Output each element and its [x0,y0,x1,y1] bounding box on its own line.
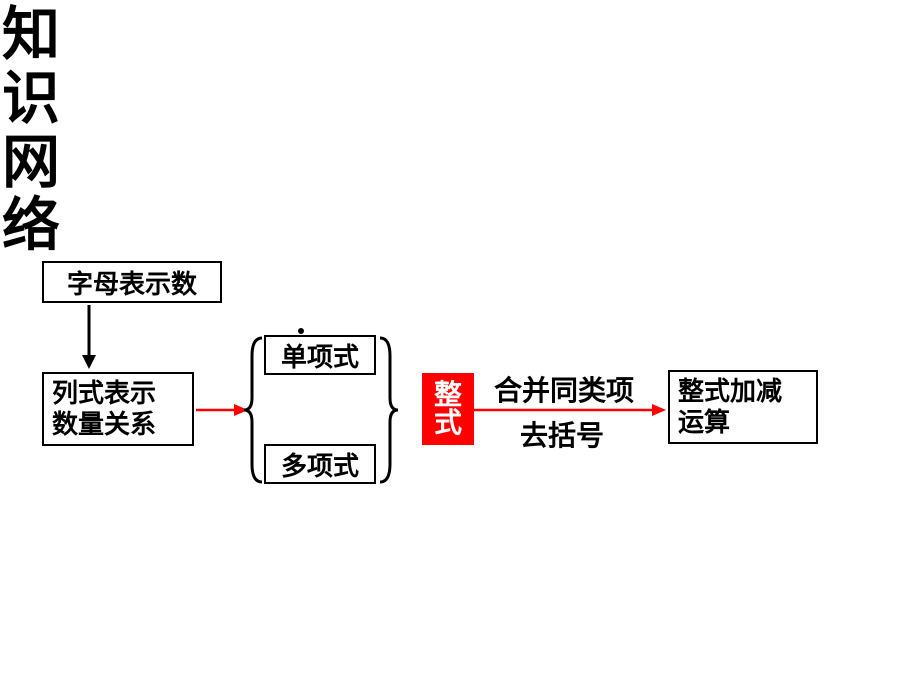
title-char: 识 [2,67,60,131]
node-list-expression: 列式表示 数量关系 [42,372,194,446]
node-label: 多项式 [281,446,359,483]
node-addsub-operation: 整式加减 运算 [668,370,818,444]
node-label-line: 数量关系 [52,409,156,440]
arrow-red-2 [474,402,674,422]
page-title: 知 识 网 络 [2,3,60,258]
node-char: 式 [434,409,462,437]
node-monomial: 单项式 [264,335,376,375]
node-label-line: 列式表示 [52,378,156,409]
brace-left [244,336,266,486]
title-char: 络 [2,194,60,258]
dot-marker [298,328,304,334]
title-char: 网 [2,131,60,195]
text: 去括号 [520,420,604,451]
node-label-line: 整式加减 [678,376,782,407]
node-char: 整 [434,381,462,409]
brace-right [378,336,400,486]
node-label-line: 运算 [678,407,730,438]
node-letter-representation: 字母表示数 [42,261,222,303]
node-integral-expression: 整 式 [422,373,474,445]
node-label: 单项式 [281,337,359,374]
arrow-down [82,305,102,375]
node-polynomial: 多项式 [264,444,376,484]
node-label: 字母表示数 [67,264,197,301]
title-char: 知 [2,3,60,67]
